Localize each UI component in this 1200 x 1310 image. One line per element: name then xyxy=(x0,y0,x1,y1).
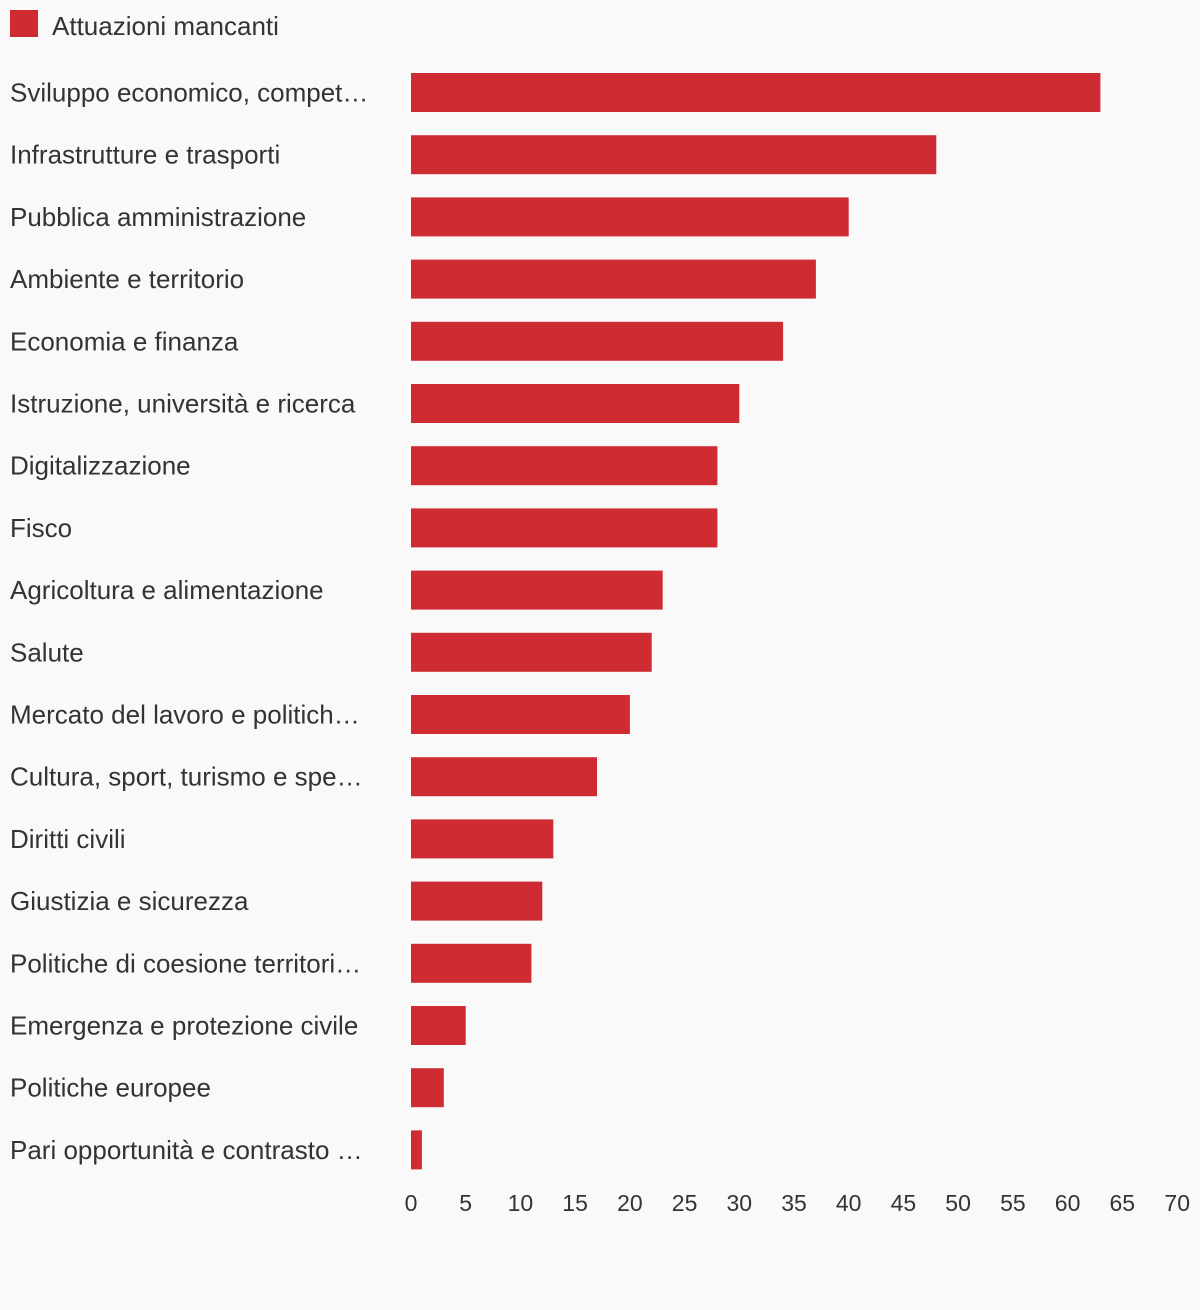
category-label: Politiche di coesione territori…Politich… xyxy=(10,948,361,978)
x-tick-label: 10 xyxy=(508,1190,534,1216)
bar xyxy=(411,259,816,299)
category-label: DigitalizzazioneDigitalizzazione xyxy=(10,451,191,481)
bar xyxy=(411,757,597,797)
bar xyxy=(411,73,1101,112)
x-tick-label: 45 xyxy=(891,1190,917,1216)
category-label: Istruzione, università e ricercaIstruzio… xyxy=(10,389,356,419)
category-label: SaluteSalute xyxy=(10,637,84,667)
legend-label: Attuazioni mancanti xyxy=(52,11,279,41)
x-tick-label: 50 xyxy=(945,1190,971,1216)
legend: Attuazioni mancanti xyxy=(10,10,279,41)
x-axis: 0 5 10 15 20 25 30 35 40 45 50 55 60 65 70 xyxy=(405,1190,1190,1216)
category-label: Infrastrutture e trasportiInfrastrutture… xyxy=(10,140,280,170)
category-label: Pubblica amministrazionePubblica amminis… xyxy=(10,202,306,232)
bar xyxy=(411,570,663,610)
category-label: Mercato del lavoro e politich…Mercato de… xyxy=(10,700,360,730)
category-label: Sviluppo economico, compet…Sviluppo econ… xyxy=(10,78,368,108)
category-label: Economia e finanzaEconomia e finanza xyxy=(10,326,239,356)
category-label: FiscoFisco xyxy=(10,513,72,543)
category-label: Giustizia e sicurezzaGiustizia e sicurez… xyxy=(10,886,249,916)
x-tick-label: 30 xyxy=(727,1190,753,1216)
legend-swatch xyxy=(10,10,38,37)
x-tick-label: 0 xyxy=(405,1190,418,1216)
category-label: Emergenza e protezione civileEmergenza e… xyxy=(10,1011,358,1041)
bars xyxy=(411,73,1101,1170)
category-label: Politiche europeePolitiche europee xyxy=(10,1073,211,1103)
x-tick-label: 25 xyxy=(672,1190,698,1216)
category-label: Agricoltura e alimentazioneAgricoltura e… xyxy=(10,575,324,605)
x-tick-label: 40 xyxy=(836,1190,862,1216)
category-label: Ambiente e territorioAmbiente e territor… xyxy=(10,264,244,294)
bar xyxy=(411,197,849,237)
category-label: Cultura, sport, turismo e spe…Cultura, s… xyxy=(10,762,363,792)
bar xyxy=(411,632,652,672)
bar xyxy=(411,384,740,423)
bar xyxy=(411,446,718,486)
category-labels: Sviluppo economico, compet…Sviluppo econ… xyxy=(10,78,368,1165)
bar xyxy=(411,881,543,921)
x-tick-label: 70 xyxy=(1164,1190,1190,1216)
bar xyxy=(411,135,937,175)
bar xyxy=(411,943,532,983)
bar xyxy=(411,819,554,859)
x-tick-label: 15 xyxy=(562,1190,588,1216)
x-tick-label: 35 xyxy=(781,1190,807,1216)
bar xyxy=(411,1068,444,1108)
x-tick-label: 55 xyxy=(1000,1190,1026,1216)
bar xyxy=(411,1006,466,1045)
category-label: Pari opportunità e contrasto …Pari oppor… xyxy=(10,1135,363,1165)
x-tick-label: 65 xyxy=(1110,1190,1136,1216)
category-label: Diritti civiliDiritti civili xyxy=(10,824,126,854)
bar xyxy=(411,1130,422,1170)
bar xyxy=(411,321,784,361)
x-tick-label: 60 xyxy=(1055,1190,1081,1216)
bar xyxy=(411,508,718,548)
bar xyxy=(411,695,630,734)
x-tick-label: 5 xyxy=(459,1190,472,1216)
x-tick-label: 20 xyxy=(617,1190,643,1216)
